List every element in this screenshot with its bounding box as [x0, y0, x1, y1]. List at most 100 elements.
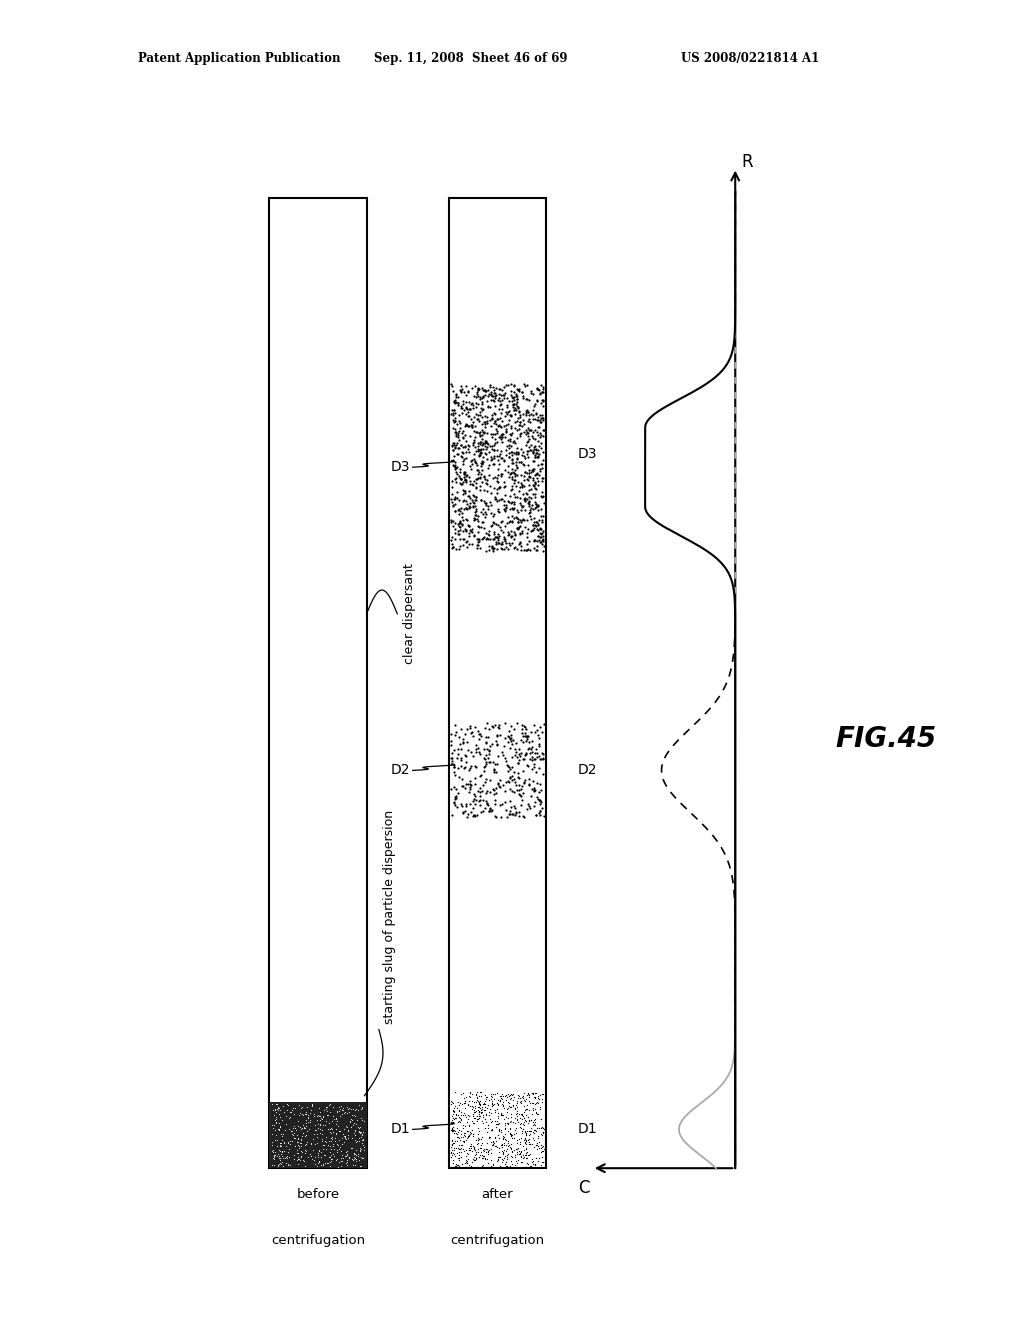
Point — [532, 409, 549, 430]
Point — [469, 510, 485, 531]
Point — [519, 462, 536, 483]
Point — [444, 1118, 461, 1139]
Point — [515, 1096, 531, 1117]
Point — [485, 777, 502, 799]
Point — [481, 397, 498, 418]
Point — [346, 1105, 362, 1126]
Point — [507, 486, 523, 507]
Point — [453, 1084, 469, 1105]
Point — [527, 804, 544, 825]
Point — [316, 1114, 333, 1135]
Point — [330, 1156, 346, 1177]
Point — [474, 453, 490, 474]
Point — [344, 1098, 360, 1119]
Point — [345, 1114, 361, 1135]
Point — [472, 537, 488, 558]
Point — [445, 756, 462, 777]
Point — [312, 1101, 329, 1122]
Point — [506, 462, 522, 483]
Point — [514, 718, 530, 739]
Point — [468, 387, 484, 408]
Point — [509, 1097, 525, 1118]
Point — [496, 477, 512, 498]
Point — [333, 1150, 349, 1171]
Point — [450, 520, 466, 541]
Point — [489, 533, 506, 554]
Point — [457, 1115, 473, 1137]
Point — [473, 1129, 489, 1150]
Point — [535, 486, 551, 507]
Point — [311, 1151, 328, 1172]
Point — [534, 1138, 550, 1159]
Point — [487, 1082, 504, 1104]
Point — [516, 1082, 532, 1104]
Point — [489, 1114, 506, 1135]
Point — [475, 379, 492, 400]
Point — [462, 487, 478, 508]
Point — [506, 1123, 522, 1144]
Point — [296, 1118, 312, 1139]
Point — [517, 487, 534, 508]
Point — [344, 1148, 360, 1170]
Point — [451, 512, 467, 533]
Point — [488, 490, 505, 511]
Point — [495, 1142, 511, 1163]
Point — [489, 500, 506, 521]
Point — [466, 486, 482, 507]
Point — [502, 1122, 518, 1143]
Point — [298, 1125, 314, 1146]
Point — [464, 1119, 480, 1140]
Point — [302, 1111, 318, 1133]
Point — [282, 1102, 298, 1123]
Point — [447, 421, 464, 442]
Point — [479, 1143, 496, 1164]
Point — [484, 1090, 501, 1111]
Point — [296, 1155, 312, 1176]
Point — [452, 535, 468, 556]
Point — [525, 400, 542, 421]
Point — [471, 401, 487, 422]
Point — [472, 385, 488, 407]
Point — [319, 1152, 336, 1173]
Point — [447, 1096, 464, 1117]
Point — [534, 453, 550, 474]
Point — [531, 1147, 548, 1168]
Point — [462, 1135, 478, 1156]
Point — [481, 520, 498, 541]
Point — [518, 483, 535, 504]
Point — [526, 471, 543, 492]
Point — [535, 529, 551, 550]
Point — [457, 1152, 473, 1173]
Point — [516, 475, 532, 496]
Point — [266, 1119, 283, 1140]
Point — [462, 774, 478, 795]
Point — [470, 780, 486, 801]
Point — [497, 1146, 513, 1167]
Point — [483, 1119, 500, 1140]
Point — [338, 1152, 354, 1173]
Point — [484, 512, 501, 533]
Point — [524, 1111, 541, 1133]
Point — [485, 389, 502, 411]
Point — [458, 498, 474, 519]
Point — [483, 449, 500, 470]
Point — [529, 389, 546, 411]
Point — [472, 744, 488, 766]
Point — [512, 532, 528, 553]
Point — [489, 416, 506, 437]
Point — [444, 1111, 461, 1133]
Point — [506, 718, 522, 739]
Point — [477, 469, 494, 490]
Point — [328, 1118, 344, 1139]
Point — [479, 795, 496, 816]
Point — [503, 527, 519, 548]
Point — [508, 1139, 524, 1160]
Point — [468, 1147, 484, 1168]
Point — [525, 1100, 542, 1121]
Point — [485, 539, 502, 560]
Point — [315, 1114, 332, 1135]
Point — [468, 396, 484, 417]
Point — [514, 1085, 530, 1106]
Point — [486, 512, 503, 533]
Point — [293, 1146, 309, 1167]
